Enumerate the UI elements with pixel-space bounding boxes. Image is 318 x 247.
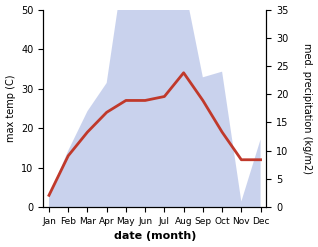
Y-axis label: med. precipitation (kg/m2): med. precipitation (kg/m2) (302, 43, 313, 174)
Y-axis label: max temp (C): max temp (C) (5, 75, 16, 142)
X-axis label: date (month): date (month) (114, 231, 196, 242)
